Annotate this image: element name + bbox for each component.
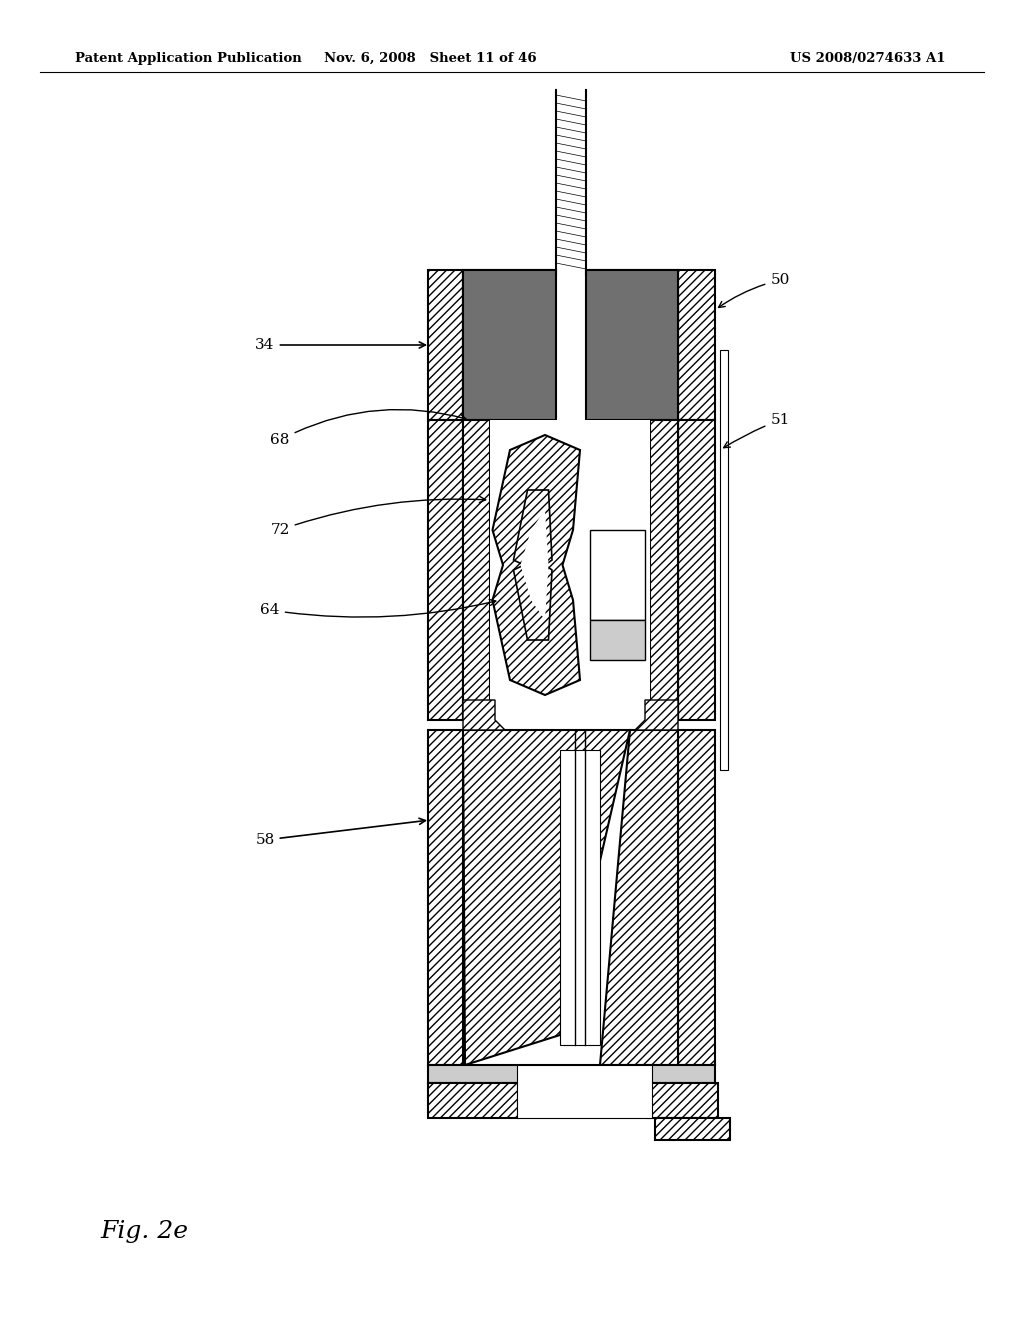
Bar bbox=[720, 350, 728, 770]
Bar bbox=[650, 420, 678, 719]
Polygon shape bbox=[520, 510, 549, 620]
Polygon shape bbox=[463, 700, 505, 730]
Bar bbox=[428, 730, 463, 1065]
Text: 64: 64 bbox=[260, 599, 496, 616]
Bar bbox=[560, 750, 600, 1045]
Text: 34: 34 bbox=[255, 338, 425, 352]
Text: 58: 58 bbox=[255, 818, 425, 847]
Bar bbox=[490, 420, 650, 719]
Bar bbox=[517, 1065, 652, 1118]
Text: Fig. 2e: Fig. 2e bbox=[100, 1220, 188, 1243]
Text: 68: 68 bbox=[270, 409, 466, 447]
Bar bbox=[428, 420, 463, 719]
Bar bbox=[428, 1065, 715, 1082]
Bar bbox=[586, 271, 678, 420]
Bar bbox=[590, 271, 678, 420]
Bar bbox=[655, 1118, 730, 1140]
Bar bbox=[590, 620, 645, 660]
Bar bbox=[463, 271, 556, 420]
Bar bbox=[463, 420, 490, 719]
Text: 50: 50 bbox=[719, 273, 790, 308]
Polygon shape bbox=[463, 730, 630, 1065]
Bar bbox=[678, 420, 715, 719]
Bar bbox=[590, 271, 678, 420]
Polygon shape bbox=[513, 490, 552, 640]
Bar bbox=[648, 1082, 718, 1118]
Polygon shape bbox=[600, 730, 678, 1065]
Bar bbox=[590, 531, 645, 620]
Bar bbox=[463, 271, 552, 420]
Polygon shape bbox=[493, 436, 580, 696]
Bar bbox=[463, 271, 552, 420]
Text: Nov. 6, 2008   Sheet 11 of 46: Nov. 6, 2008 Sheet 11 of 46 bbox=[324, 51, 537, 65]
Bar bbox=[678, 730, 715, 1065]
Text: US 2008/0274633 A1: US 2008/0274633 A1 bbox=[790, 51, 945, 65]
Polygon shape bbox=[635, 700, 678, 730]
Text: 72: 72 bbox=[270, 496, 485, 537]
Text: Patent Application Publication: Patent Application Publication bbox=[75, 51, 302, 65]
Bar bbox=[428, 1082, 518, 1118]
Bar bbox=[678, 271, 715, 420]
Text: 51: 51 bbox=[724, 413, 790, 447]
Bar bbox=[428, 271, 463, 420]
